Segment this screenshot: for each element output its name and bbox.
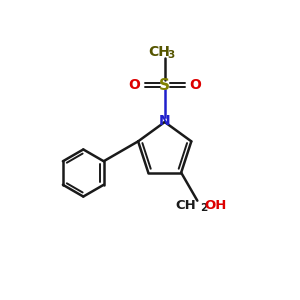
Text: O: O bbox=[128, 78, 140, 92]
Text: 3: 3 bbox=[168, 50, 175, 60]
Text: CH: CH bbox=[148, 45, 170, 59]
Text: N: N bbox=[159, 114, 170, 128]
Text: S: S bbox=[159, 78, 170, 93]
Text: O: O bbox=[189, 78, 201, 92]
Text: 2: 2 bbox=[200, 203, 207, 213]
Text: CH: CH bbox=[175, 199, 196, 212]
Text: OH: OH bbox=[205, 199, 227, 212]
